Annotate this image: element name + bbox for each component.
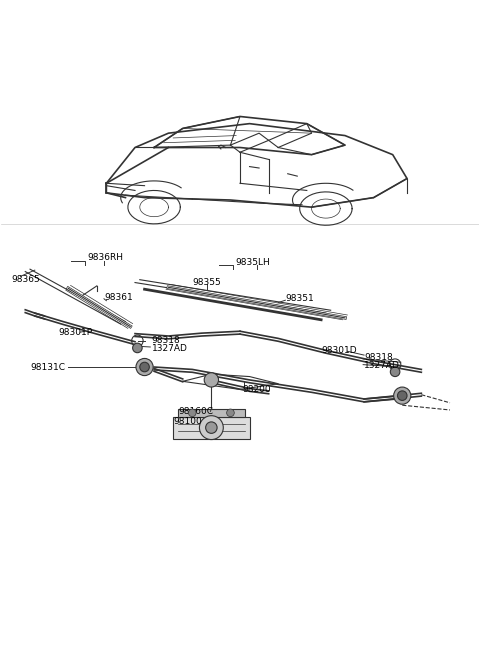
Text: 98200: 98200 bbox=[242, 385, 271, 394]
Text: 1327AD: 1327AD bbox=[364, 361, 400, 370]
Text: 98131C: 98131C bbox=[30, 362, 65, 372]
Text: 98318: 98318 bbox=[364, 353, 393, 362]
Circle shape bbox=[227, 409, 234, 417]
Text: 98301D: 98301D bbox=[321, 346, 357, 355]
Text: 98301P: 98301P bbox=[59, 328, 93, 337]
Circle shape bbox=[205, 422, 217, 433]
Text: 98365: 98365 bbox=[11, 276, 40, 284]
Circle shape bbox=[204, 373, 218, 387]
Polygon shape bbox=[173, 417, 250, 439]
Circle shape bbox=[199, 416, 223, 439]
Text: 1327AD: 1327AD bbox=[152, 344, 188, 353]
Circle shape bbox=[397, 391, 407, 401]
Polygon shape bbox=[178, 409, 245, 417]
Circle shape bbox=[136, 358, 153, 376]
Text: 9835LH: 9835LH bbox=[235, 257, 270, 267]
Circle shape bbox=[390, 367, 400, 376]
Circle shape bbox=[189, 409, 196, 417]
Text: 98100: 98100 bbox=[173, 417, 202, 427]
Text: 98355: 98355 bbox=[192, 278, 221, 287]
Text: 98318: 98318 bbox=[152, 336, 180, 345]
Circle shape bbox=[394, 387, 411, 405]
Text: 98361: 98361 bbox=[104, 293, 133, 302]
Text: 9836RH: 9836RH bbox=[87, 253, 123, 262]
Text: 98351: 98351 bbox=[285, 294, 314, 303]
Circle shape bbox=[132, 343, 142, 353]
Circle shape bbox=[140, 362, 149, 372]
Text: 98160C: 98160C bbox=[178, 407, 213, 416]
